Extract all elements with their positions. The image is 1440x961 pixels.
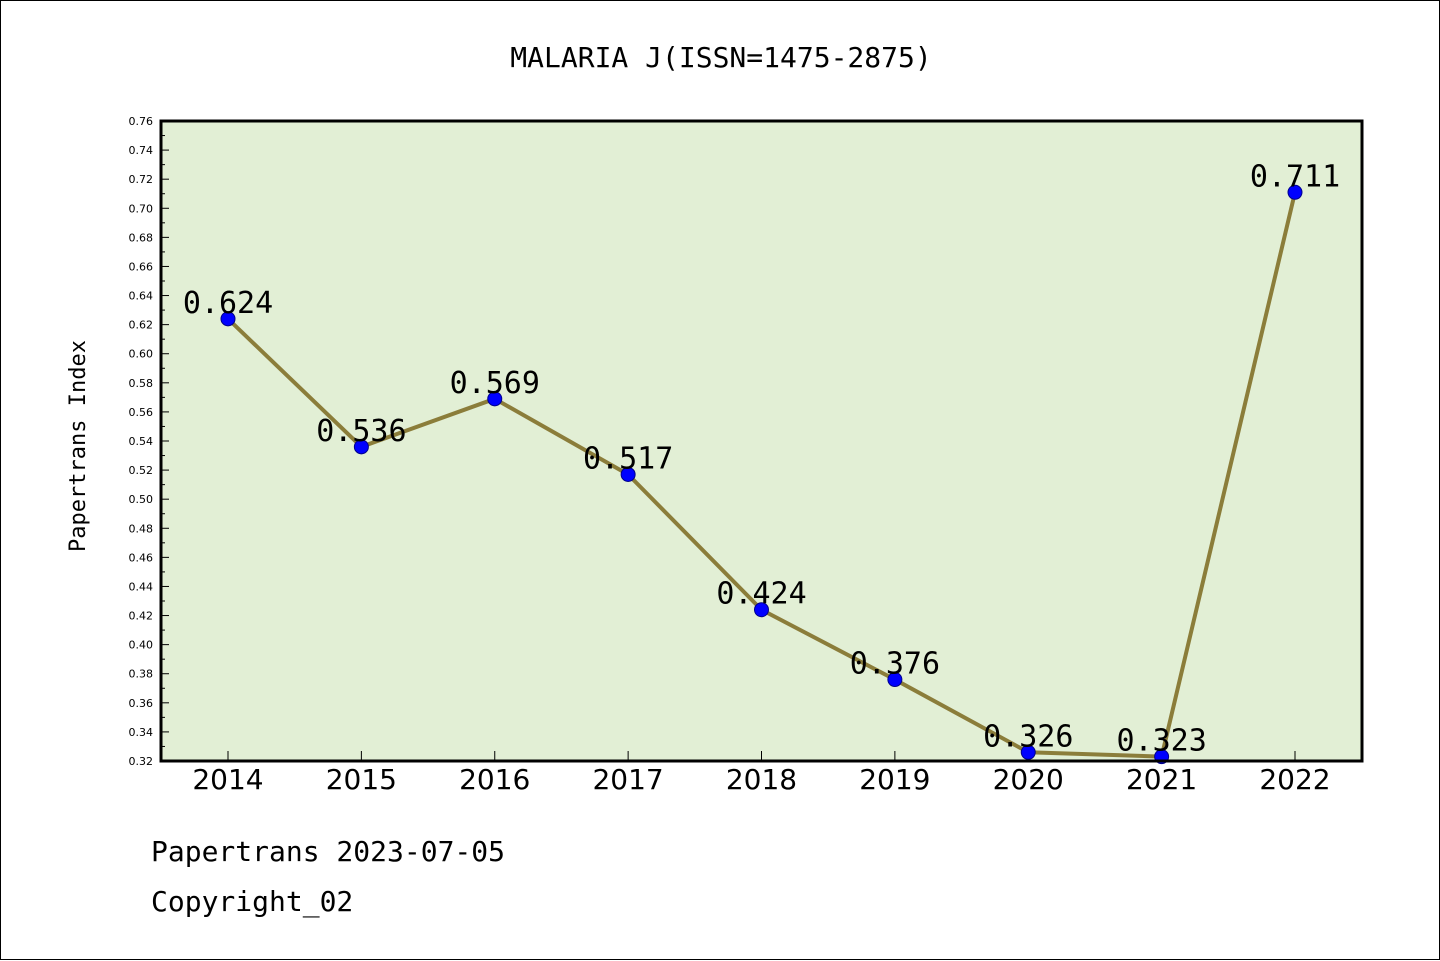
data-label: 0.424 (716, 577, 806, 612)
x-tick-label: 2019 (859, 763, 930, 796)
y-tick-label: 0.38 (129, 668, 154, 681)
y-tick-label: 0.64 (129, 290, 154, 303)
x-tick-label: 2020 (993, 763, 1064, 796)
data-label: 0.711 (1250, 159, 1340, 194)
y-tick-label: 0.62 (129, 319, 154, 332)
x-tick-label: 2022 (1259, 763, 1330, 796)
y-tick-label: 0.42 (129, 610, 154, 623)
y-tick-label: 0.76 (129, 115, 154, 128)
data-point (487, 391, 503, 407)
x-tick-label: 2021 (1126, 763, 1197, 796)
data-point (353, 439, 369, 455)
y-tick-label: 0.32 (129, 755, 154, 768)
data-label: 0.376 (850, 647, 940, 682)
data-point (220, 311, 236, 327)
data-point (620, 466, 636, 482)
y-tick-label: 0.44 (129, 580, 154, 593)
y-tick-label: 0.52 (129, 464, 154, 477)
y-tick-label: 0.34 (129, 726, 154, 739)
y-tick-label: 0.36 (129, 697, 154, 710)
y-tick-label: 0.40 (129, 639, 154, 652)
y-tick-label: 0.48 (129, 522, 154, 535)
y-tick-label: 0.54 (129, 435, 154, 448)
x-tick-label: 2014 (192, 763, 263, 796)
data-point (1287, 184, 1303, 200)
footer-date-line: Papertrans 2023-07-05 (151, 835, 506, 868)
y-tick-label: 0.46 (129, 551, 154, 564)
chart-title: MALARIA J(ISSN=1475-2875) (510, 41, 931, 74)
y-tick-label: 0.60 (129, 348, 154, 361)
y-tick-label: 0.70 (129, 202, 154, 215)
data-label: 0.517 (583, 441, 673, 476)
data-label: 0.569 (450, 366, 540, 401)
y-tick-label: 0.68 (129, 231, 154, 244)
x-tick-label: 2017 (592, 763, 663, 796)
y-tick-label: 0.74 (129, 144, 154, 157)
y-tick-label: 0.72 (129, 173, 154, 186)
y-tick-label: 0.56 (129, 406, 154, 419)
y-tick-label: 0.50 (129, 493, 154, 506)
x-tick-label: 2016 (459, 763, 530, 796)
plot-border (159, 119, 1364, 763)
y-axis-label: Papertrans Index (66, 340, 91, 552)
data-label: 0.536 (316, 414, 406, 449)
footer-copyright: Copyright_02 (151, 885, 354, 918)
data-point (754, 602, 769, 618)
data-point (1020, 744, 1036, 760)
x-tick-label: 2015 (326, 763, 397, 796)
x-tick-label: 2018 (726, 763, 797, 796)
y-tick-label: 0.66 (129, 260, 154, 273)
data-point (887, 672, 903, 688)
data-label: 0.326 (983, 719, 1073, 754)
y-tick-label: 0.58 (129, 377, 154, 390)
data-label: 0.323 (1116, 724, 1206, 759)
data-label: 0.624 (183, 286, 273, 321)
